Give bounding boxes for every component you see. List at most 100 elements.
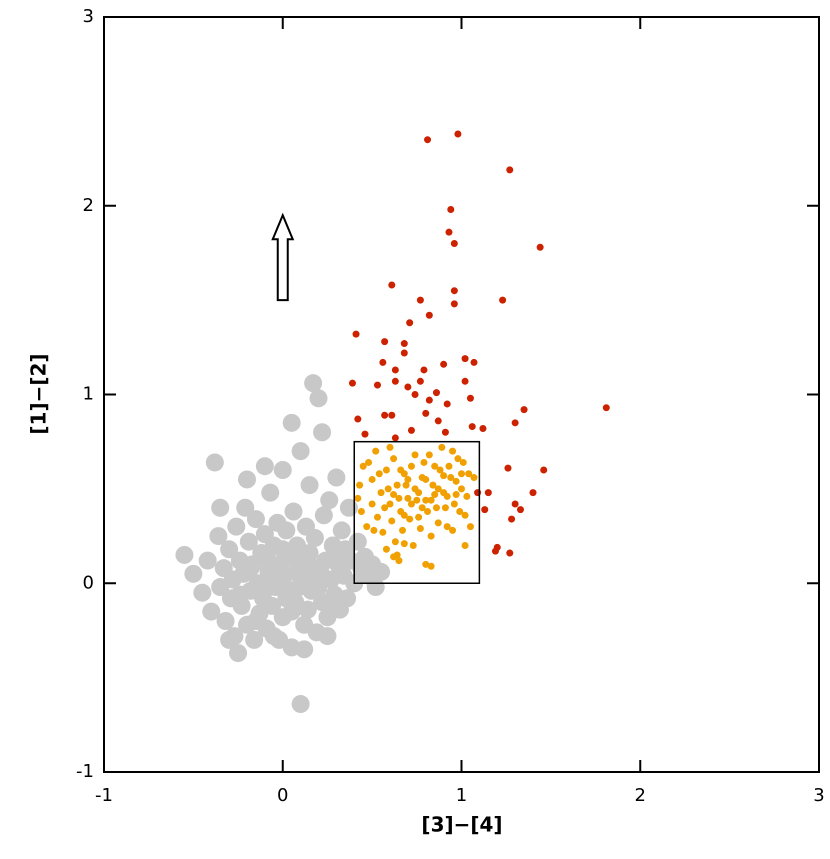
arrow bbox=[271, 212, 295, 302]
point bbox=[295, 640, 314, 659]
point bbox=[499, 296, 507, 304]
point bbox=[284, 581, 303, 600]
point bbox=[238, 470, 256, 489]
point bbox=[434, 417, 442, 425]
point bbox=[263, 566, 282, 585]
x-tick-label: 1 bbox=[456, 785, 467, 806]
point bbox=[434, 519, 442, 527]
point bbox=[327, 468, 346, 487]
point bbox=[390, 455, 398, 463]
point bbox=[466, 523, 474, 531]
point bbox=[381, 504, 389, 512]
point bbox=[402, 481, 410, 489]
point bbox=[452, 477, 460, 485]
point bbox=[386, 500, 394, 508]
point bbox=[372, 447, 380, 455]
point bbox=[491, 547, 499, 555]
point bbox=[540, 466, 548, 474]
x-axis-title: [3]−[4] bbox=[421, 813, 502, 837]
point bbox=[384, 485, 392, 493]
point bbox=[418, 504, 426, 512]
point bbox=[406, 319, 414, 327]
x-tick-label: 0 bbox=[277, 785, 288, 806]
point bbox=[461, 542, 469, 549]
point bbox=[375, 470, 383, 478]
point bbox=[420, 366, 428, 374]
point bbox=[508, 515, 516, 523]
point bbox=[454, 130, 462, 138]
point bbox=[404, 475, 412, 483]
point bbox=[277, 521, 296, 540]
y-tick-label: -1 bbox=[76, 761, 94, 782]
point bbox=[427, 532, 435, 540]
point bbox=[445, 228, 453, 236]
point bbox=[388, 411, 396, 419]
point bbox=[379, 358, 387, 366]
point bbox=[202, 602, 221, 621]
point bbox=[395, 557, 403, 565]
point bbox=[479, 424, 487, 432]
point bbox=[449, 447, 457, 455]
point bbox=[447, 474, 455, 482]
point bbox=[407, 500, 415, 508]
point bbox=[407, 462, 415, 470]
point bbox=[400, 540, 408, 548]
point bbox=[230, 585, 249, 604]
point bbox=[236, 498, 255, 517]
point bbox=[447, 206, 455, 214]
point bbox=[259, 551, 278, 570]
point bbox=[245, 630, 264, 649]
point bbox=[356, 481, 364, 489]
point bbox=[424, 136, 432, 144]
point bbox=[352, 330, 360, 338]
point bbox=[440, 472, 448, 480]
point bbox=[211, 498, 230, 517]
point bbox=[432, 389, 440, 397]
point bbox=[390, 491, 398, 499]
point bbox=[400, 349, 408, 357]
point bbox=[313, 423, 332, 442]
point bbox=[470, 474, 478, 482]
x-tick-label: 3 bbox=[813, 785, 824, 806]
point bbox=[438, 443, 446, 451]
point bbox=[388, 517, 396, 525]
point bbox=[449, 526, 457, 534]
point bbox=[450, 500, 458, 508]
y-tick-label: 3 bbox=[83, 6, 94, 27]
point bbox=[445, 462, 453, 470]
point bbox=[504, 464, 512, 472]
point bbox=[354, 415, 362, 423]
point bbox=[416, 377, 424, 385]
point bbox=[425, 451, 433, 459]
point bbox=[391, 434, 399, 442]
point bbox=[314, 506, 333, 525]
point bbox=[506, 166, 514, 174]
point bbox=[332, 521, 351, 540]
point bbox=[436, 466, 444, 474]
point bbox=[246, 612, 265, 630]
point bbox=[391, 377, 399, 385]
point bbox=[339, 498, 358, 517]
point bbox=[220, 630, 239, 649]
point bbox=[407, 426, 415, 434]
point bbox=[359, 462, 367, 470]
point bbox=[458, 470, 465, 478]
point bbox=[456, 508, 464, 516]
point bbox=[399, 526, 407, 534]
point bbox=[184, 564, 203, 583]
y-axis-title: [1]−[2] bbox=[27, 353, 51, 434]
point bbox=[422, 560, 430, 568]
point bbox=[452, 491, 460, 499]
point bbox=[441, 504, 449, 512]
point bbox=[463, 492, 471, 500]
point bbox=[373, 381, 381, 389]
point bbox=[379, 528, 387, 536]
x-tick-label: -1 bbox=[95, 785, 113, 806]
point bbox=[397, 466, 405, 474]
point bbox=[363, 523, 371, 531]
point bbox=[320, 491, 339, 510]
plot-frame bbox=[103, 16, 820, 773]
point bbox=[323, 596, 342, 615]
point bbox=[395, 494, 403, 502]
point bbox=[424, 508, 432, 516]
